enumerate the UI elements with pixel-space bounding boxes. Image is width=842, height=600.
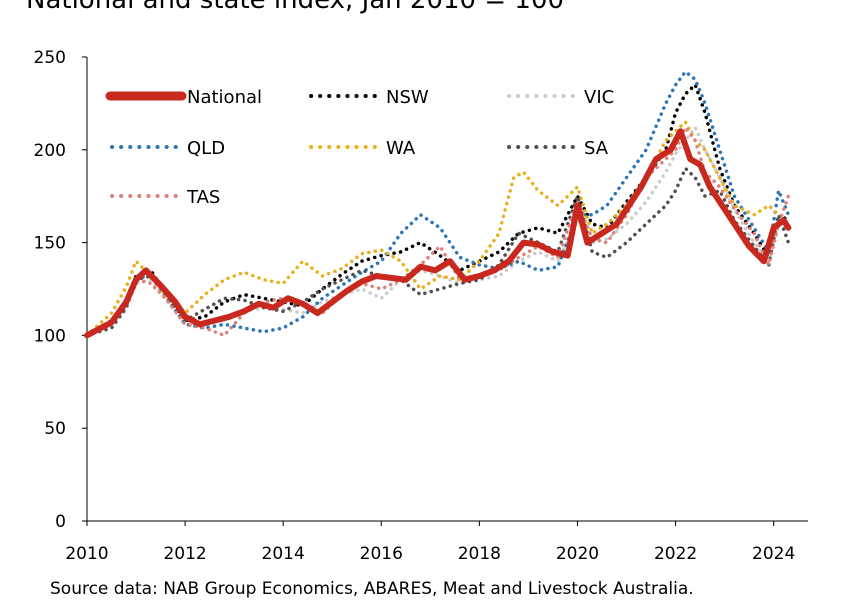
series-nsw-line (85, 83, 791, 338)
legend-item-vic: VIC (507, 87, 614, 108)
series-layer (84, 70, 792, 339)
x-tick-label: 2018 (458, 544, 501, 564)
series-national-line (84, 128, 792, 339)
legend-label: QLD (187, 138, 225, 159)
x-tick-label: 2022 (654, 544, 697, 564)
x-tick-label: 2012 (163, 544, 206, 564)
y-tick-label: 200 (34, 141, 66, 161)
y-tick-label: 0 (55, 512, 66, 532)
legend-item-wa: WA (309, 138, 416, 159)
y-tick-label: 100 (34, 326, 66, 346)
y-tick-label: 250 (34, 48, 66, 68)
legend: National NSW VIC QLD WA SA TAS (105, 87, 614, 208)
x-tick-label: 2010 (65, 544, 108, 564)
x-tick-label: 2020 (556, 544, 599, 564)
legend-label: WA (386, 138, 416, 159)
x-tick-label: 2014 (262, 544, 305, 564)
legend-label: National (187, 87, 262, 108)
x-tick-label: 2024 (752, 544, 795, 564)
x-tick-label: 2016 (360, 544, 403, 564)
legend-label: VIC (584, 87, 614, 108)
axes: 0 50 100 150 200 250 2010 2012 2014 2016 2018 2020 2… (34, 48, 808, 564)
legend-label: TAS (186, 187, 220, 208)
legend-item-tas: TAS (110, 187, 220, 208)
legend-label: SA (584, 138, 609, 159)
legend-item-nsw: NSW (309, 87, 429, 108)
source-note: Source data: NAB Group Economics, ABARES… (50, 579, 694, 599)
y-tick-label: 50 (44, 419, 66, 439)
y-tick-label: 150 (34, 234, 66, 254)
legend-item-sa: SA (507, 138, 609, 159)
legend-label: NSW (386, 87, 429, 108)
legend-item-national: National (105, 87, 262, 108)
chart-title: National and state index, Jan 2010 = 100 (26, 0, 565, 15)
legend-item-qld: QLD (110, 138, 225, 159)
